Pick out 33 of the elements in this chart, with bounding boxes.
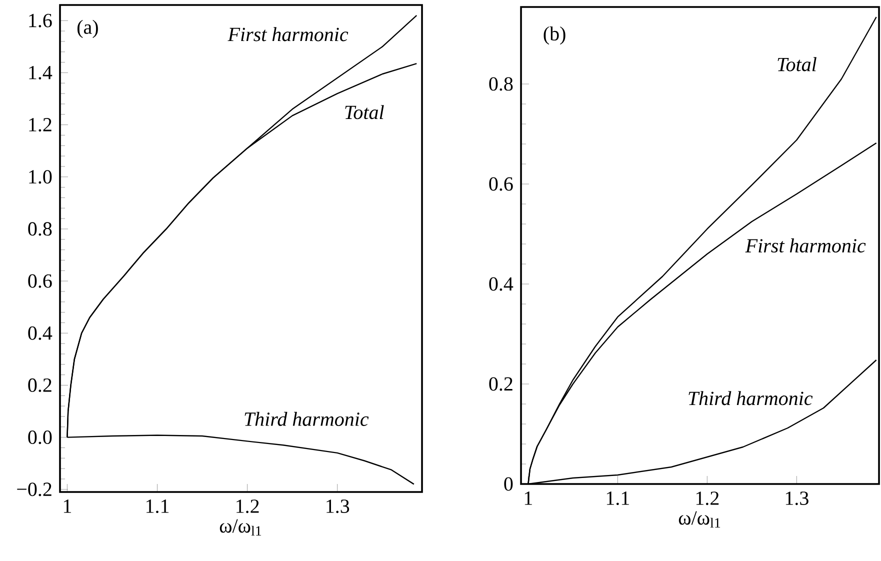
series-label: Third harmonic	[244, 412, 369, 426]
y-tick-label: 0.8	[489, 77, 513, 91]
text: (b)	[544, 26, 566, 45]
x-tick-label: 1.3	[326, 500, 350, 514]
y-tick-label: 0.4	[489, 277, 514, 291]
x-tick-label: 1.3	[786, 492, 808, 506]
text: (a)	[77, 20, 98, 38]
y-tick-label: 0.0	[28, 430, 52, 444]
x-tick-label: 1	[64, 500, 72, 513]
y-tick-label: 1.0	[29, 170, 52, 184]
x-axis-title: ω/ω$_{l1}$	[678, 511, 720, 528]
y-tick-label: 1.2	[29, 118, 52, 132]
series-label: Total	[345, 105, 384, 120]
y-tick-label: 0.2	[489, 377, 512, 391]
y-tick-label: 0.6	[489, 177, 513, 191]
x-tick-label: 1.1	[606, 492, 629, 506]
y-tick-label: 0.8	[28, 222, 52, 236]
x-tick-label: 1.1	[146, 500, 169, 514]
x-tick-label: 1	[524, 492, 532, 505]
series-label: Third harmonic	[688, 391, 813, 406]
series-label: Total	[778, 57, 816, 72]
y-tick-label: 0.2	[28, 378, 52, 392]
x-axis-title: ω/ω$_{l1}$	[220, 519, 262, 536]
y-tick-label: 0.4	[28, 326, 52, 340]
series-label: First harmonic	[228, 27, 348, 42]
y-tick-label: 1.6	[29, 14, 52, 28]
y-tick-label: 0.6	[28, 274, 52, 288]
y-tick-label: 1.4	[29, 66, 52, 80]
x-tick-label: 1.2	[236, 500, 259, 514]
series-label: First harmonic	[745, 238, 866, 253]
y-tick-label: −0.2	[17, 482, 52, 496]
x-tick-label: 1.2	[696, 492, 719, 506]
y-tick-label: 0	[504, 477, 513, 491]
